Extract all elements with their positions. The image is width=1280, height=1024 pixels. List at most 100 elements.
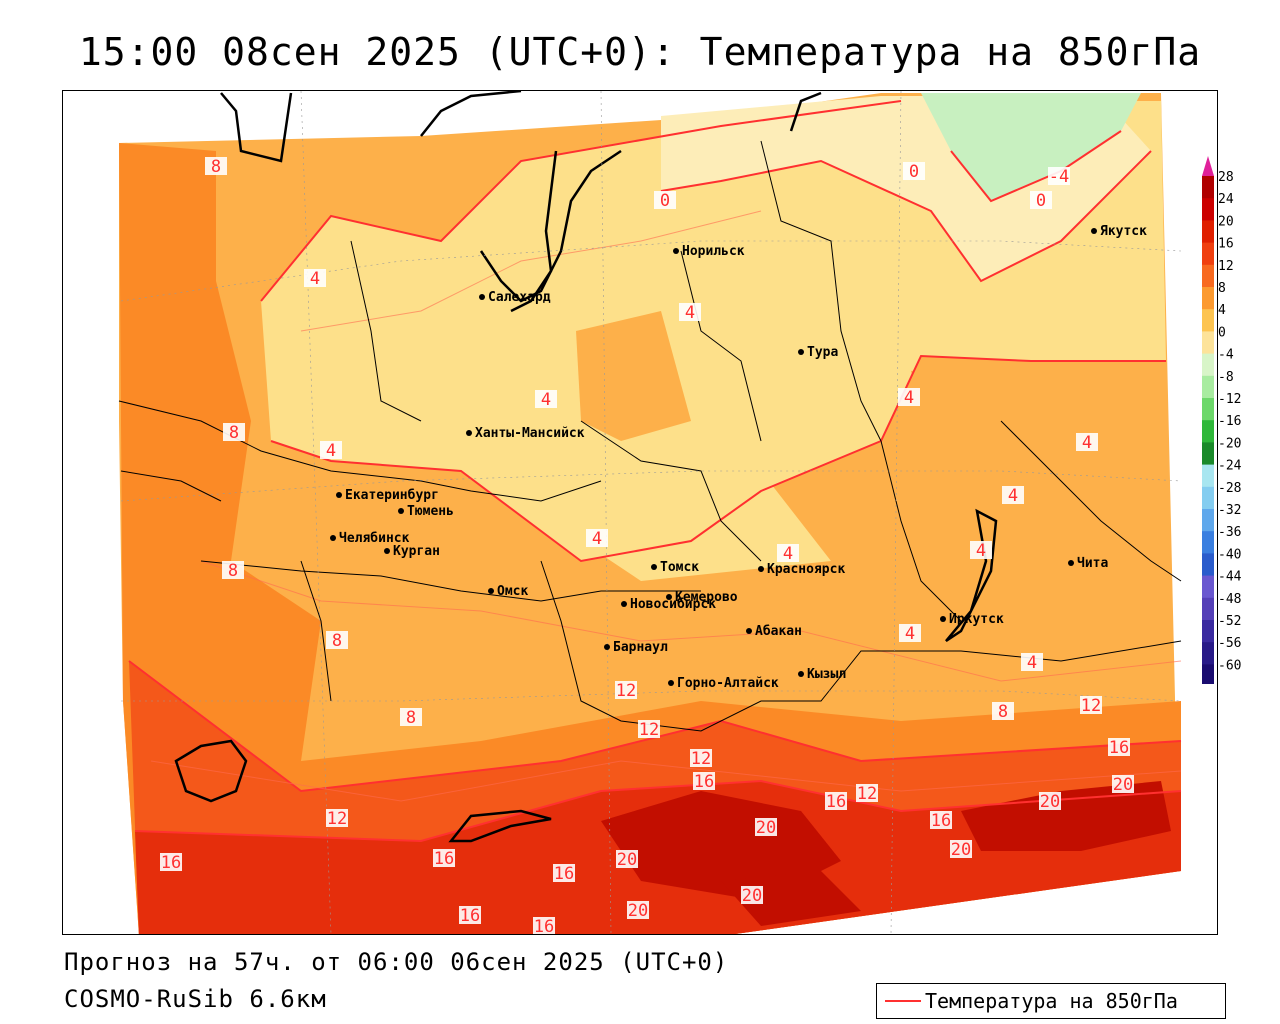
coastlines [174, 91, 998, 843]
colorbar-swatch [1202, 620, 1214, 643]
colorbar-tick-label: 28 [1218, 170, 1234, 185]
isotherm-label-bg [326, 809, 348, 827]
city-dot [798, 671, 804, 677]
isotherm-label-bg [693, 772, 715, 790]
city-dot [621, 601, 627, 607]
isotherm-label: 16 [1109, 738, 1129, 758]
isotherm-label: 16 [161, 853, 181, 873]
colorbar-tick-label: -48 [1218, 592, 1241, 607]
colorbar-tick-label: -56 [1218, 636, 1241, 651]
city-dot [604, 644, 610, 650]
isotherm-label-bg [1030, 191, 1052, 209]
colorbar-tick-label: 24 [1218, 192, 1234, 207]
isotherm-label-bg [755, 818, 777, 836]
isotherm-label: 16 [931, 811, 951, 831]
isotherm-label: 8 [229, 423, 239, 443]
isotherm-label-bg [326, 631, 348, 649]
colorbar-swatch [1202, 176, 1214, 199]
isotherm-label: 16 [534, 917, 554, 934]
isotherm-label: 12 [616, 681, 636, 701]
colorbar-swatch [1202, 264, 1214, 288]
isotherm-label: 4 [326, 441, 336, 461]
city-dot [668, 680, 674, 686]
colorbar-swatch [1202, 420, 1214, 443]
colorbar-tick-label: -24 [1218, 459, 1242, 474]
isotherm-label-bg [553, 864, 575, 882]
city-dot [1068, 560, 1074, 566]
isotherm-label-bg [898, 388, 920, 406]
city-label: Абакан [755, 624, 802, 639]
isotherm-label: 8 [406, 708, 416, 728]
isotherm-label: 16 [826, 792, 846, 812]
isotherm-label-bg [1076, 433, 1098, 451]
isotherm-label: 8 [998, 702, 1008, 722]
isotherm-label-bg [1080, 696, 1102, 714]
isotherm-label-bg [586, 529, 608, 547]
colorbar-tick-label: -4 [1218, 348, 1234, 363]
isotherm-label-bg [616, 850, 638, 868]
legend-label: Температура на 850гПа [925, 989, 1178, 1013]
isotherm-label: 16 [554, 864, 574, 884]
isotherm-label: 12 [639, 720, 659, 740]
isotherm-label: 4 [783, 544, 793, 564]
colorbar: 28 24 20 16 12 8 4 0 -4 -8 -12 -16 -20 -24 -28 -32 -36 -4… [1202, 156, 1242, 684]
colorbar-tick-label: 0 [1218, 325, 1226, 340]
field-neg4 [921, 93, 1141, 201]
colorbar-tick-label: 8 [1218, 281, 1226, 296]
isotherm-label: 4 [1082, 433, 1092, 453]
colorbar-tick-label: -60 [1218, 658, 1241, 673]
colorbar-swatch [1202, 531, 1214, 554]
colorbar-swatch [1202, 442, 1214, 466]
colorbar-tick-label: -36 [1218, 525, 1241, 540]
city-dot [1091, 228, 1097, 234]
isotherm-label-bg [899, 624, 921, 642]
colorbar-swatch [1202, 575, 1214, 599]
isotherm-label: 8 [228, 561, 238, 581]
city-label: Кызыл [807, 667, 846, 682]
colorbar-swatch [1202, 309, 1214, 332]
graticule [120, 91, 1182, 934]
isotherm-label: 4 [1008, 486, 1018, 506]
city-dot [651, 564, 657, 570]
city-label: Кемерово [675, 590, 738, 605]
isotherm-label: -4 [1049, 167, 1069, 187]
isotherm-label: 12 [857, 784, 877, 804]
isotherm-label-bg [679, 303, 701, 321]
isotherm-label-bg [992, 702, 1014, 720]
city-label: Якутск [1100, 224, 1147, 239]
colorbar-tick-label: 16 [1218, 237, 1234, 252]
isotherm-label: 4 [685, 303, 695, 323]
forecast-info: Прогноз на 57ч. от 06:00 06сен 2025 (UTC… [64, 948, 729, 976]
pocket-8a [911, 361, 1041, 431]
isotherm-label: 12 [327, 809, 347, 829]
colorbar-tick-label: -12 [1218, 392, 1241, 407]
admin-borders [118, 140, 1182, 732]
isotherm-label: 0 [660, 191, 670, 211]
isotherm-label-bg [1002, 486, 1024, 504]
city-label: Тюмень [407, 504, 454, 519]
city-dot [398, 508, 404, 514]
colorbar-top-arrow [1202, 156, 1214, 176]
isotherm-label-bg [690, 749, 712, 767]
colorbar-tick-label: -40 [1218, 547, 1241, 562]
isotherm-label: 0 [909, 162, 919, 182]
isotherm-label-bg [535, 390, 557, 408]
colorbar-tick-label: -28 [1218, 481, 1241, 496]
isotherm-label: 4 [310, 269, 320, 289]
city-label: Салехард [488, 290, 551, 305]
isotherm-label-bg [777, 544, 799, 562]
city-dot [940, 616, 946, 622]
city-label: Красноярск [767, 562, 845, 577]
isotherm-label-bg [160, 853, 182, 871]
city-markers: Норильск Якутск Салехард Тура Ханты-Мансийск… [330, 224, 1147, 691]
colorbar-swatch [1202, 597, 1214, 621]
city-label: Ханты-Мансийск [475, 426, 585, 441]
colorbar-swatch [1202, 198, 1214, 221]
isotherm-label-bg [1108, 738, 1130, 756]
isotherm-label-bg [1039, 792, 1061, 810]
field-20b [961, 781, 1171, 851]
isotherm-label-bg [856, 784, 878, 802]
isotherm-label-bg [825, 792, 847, 810]
